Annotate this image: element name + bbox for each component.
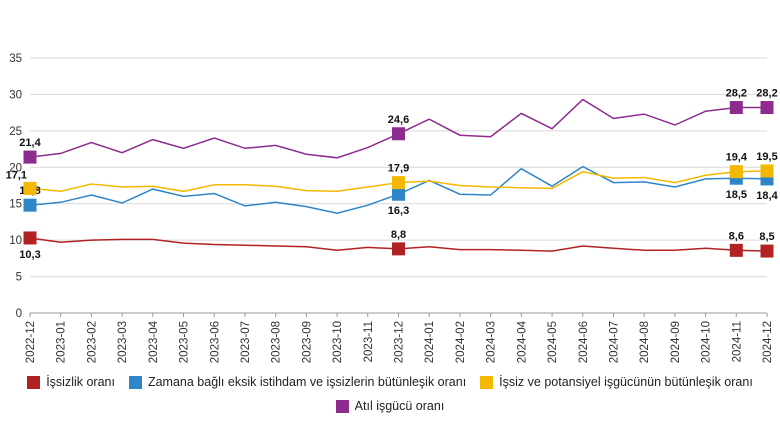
legend-swatch [335,399,349,413]
data-marker [392,176,405,190]
data-label: 18,5 [726,189,747,201]
data-label: 21,4 [19,137,41,149]
data-label: 19,5 [756,151,777,163]
y-tick-label: 15 [9,199,22,211]
chart-legend: İşsizlik oranı Zamana bağlı eksik istihd… [0,370,780,418]
legend-item-underutilization: Atıl işgücü oranı [335,399,445,413]
data-marker [392,187,405,201]
x-tick-label: 2022-12 [25,321,37,363]
y-tick-label: 35 [9,53,22,65]
data-label: 8,8 [391,229,406,241]
x-tick-label: 2024-05 [547,321,559,363]
y-tick-label: 0 [16,308,22,320]
data-label: 10,3 [19,249,40,261]
x-tick-label: 2023-03 [117,321,129,363]
data-label: 28,2 [756,88,777,100]
data-label: 19,4 [726,152,748,164]
data-marker [760,101,774,115]
legend-item-unemployment: İşsizlik oranı [27,375,115,389]
x-tick-label: 2024-03 [486,321,498,363]
data-label: 28,2 [726,88,747,100]
data-marker [729,101,743,115]
data-label: 24,6 [388,114,409,126]
data-marker [729,165,743,179]
legend-item-time-related-underemployment: Zamana bağlı eksik istihdam ve işsizleri… [128,375,467,389]
x-tick-label: 2023-02 [86,321,98,363]
data-marker [392,127,405,141]
line-chart: 0 5 10 15 20 25 30 35 2022-12 2023-01 2023-02 2023-… [6,53,779,363]
x-tick-label: 2023-01 [56,321,68,363]
legend-label: İşsiz ve potansiyel işgücünün bütünleşik… [499,375,753,389]
x-tick-label: 2023-06 [209,321,221,363]
x-tick-label: 2023-10 [332,321,344,363]
y-tick-label: 5 [16,272,22,284]
y-tick-label: 20 [9,162,22,174]
legend-row-2: Atıl işgücü oranı [0,394,780,418]
data-marker [392,242,405,256]
y-tick-label: 25 [9,126,22,138]
x-tick-label: 2023-07 [240,321,252,363]
x-tick-label: 2024-07 [608,321,620,363]
x-tick-label: 2023-11 [363,321,375,362]
y-tick-label: 30 [9,89,22,101]
data-label: 18,4 [756,190,778,202]
data-marker [23,181,37,195]
x-tick-label: 2023-05 [179,321,191,363]
x-tick-label: 2024-09 [670,321,682,363]
x-tick-label: 2024-01 [424,321,436,363]
x-tick-label: 2023-08 [271,321,283,363]
x-tick-label: 2023-12 [394,321,406,363]
data-marker [760,244,774,258]
data-label: 17,9 [388,163,409,175]
data-label: 17,1 [6,169,27,181]
x-tick-label: 2024-08 [639,321,651,363]
x-tick-label: 2024-06 [578,321,590,363]
x-tick-label: 2023-04 [148,320,160,363]
data-marker [23,231,37,245]
x-tick-label: 2024-04 [516,320,528,363]
legend-label: İşsizlik oranı [46,375,115,389]
data-marker [23,150,37,164]
legend-item-potential-labour-force: İşsiz ve potansiyel işgücünün bütünleşik… [480,375,753,389]
y-tick-label: 10 [9,235,22,247]
x-tick-label: 2024-11 [731,321,743,362]
data-label: 8,5 [759,231,774,243]
legend-swatch [27,375,41,389]
legend-label: Zamana bağlı eksik istihdam ve işsizleri… [147,375,467,389]
x-tick-label: 2024-12 [762,321,774,363]
data-marker [23,198,37,212]
data-label: 16,3 [388,205,409,217]
data-marker [729,243,743,257]
legend-swatch [128,375,142,389]
legend-row-1: İşsizlik oranı Zamana bağlı eksik istihd… [0,370,780,394]
data-marker [760,164,774,178]
legend-label: Atıl işgücü oranı [354,399,445,413]
data-label: 8,6 [729,230,744,242]
x-tick-label: 2024-02 [455,321,467,363]
x-tick-label: 2024-10 [701,321,713,363]
x-tick-label: 2023-09 [301,321,313,363]
legend-swatch [480,375,494,389]
